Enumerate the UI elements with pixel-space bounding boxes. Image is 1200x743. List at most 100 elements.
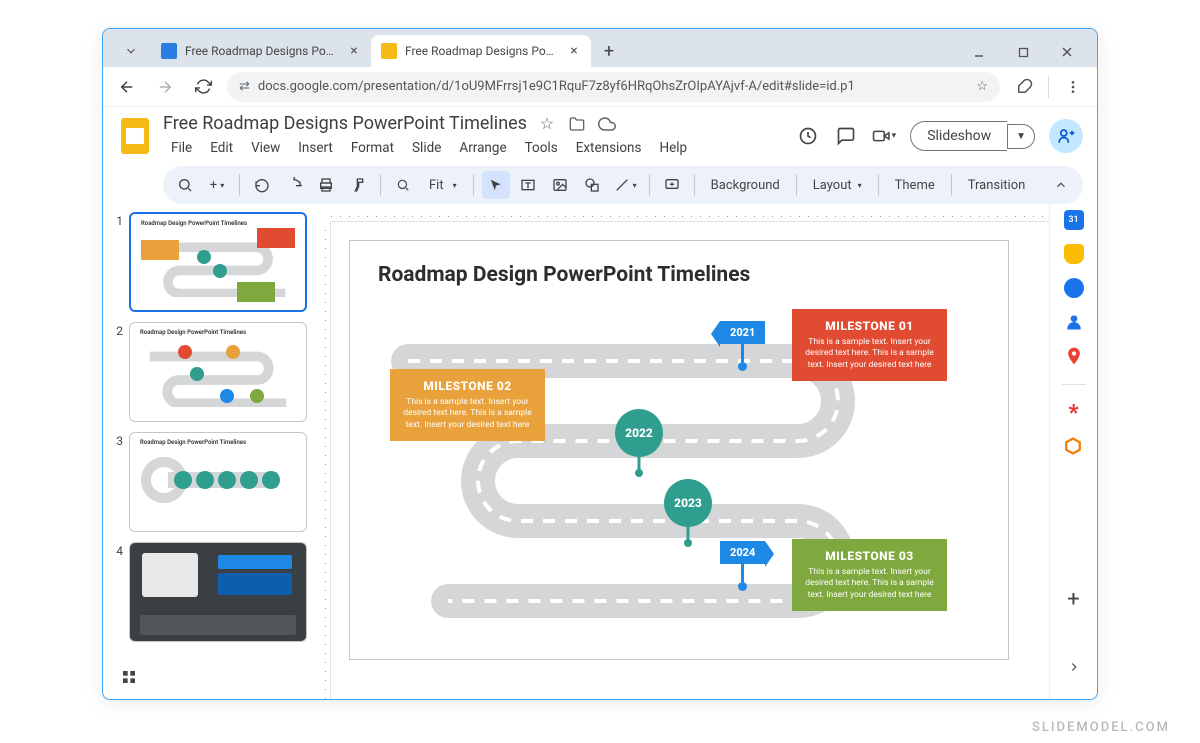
side-panel: 31 * + (1049, 204, 1097, 699)
comment-tool[interactable] (658, 171, 686, 199)
slideshow-dropdown[interactable]: ▼ (1007, 124, 1035, 149)
slides-header: Free Roadmap Designs PowerPoint Timeline… (103, 107, 1097, 160)
menu-tools[interactable]: Tools (517, 136, 566, 160)
zoom-level[interactable]: Fit▾ (421, 171, 465, 199)
search-menus-icon[interactable] (171, 171, 199, 199)
cloud-status-icon[interactable] (597, 114, 617, 134)
canvas-area: Roadmap Design PowerPoint Timelines MILE… (313, 204, 1049, 699)
url-text: docs.google.com/presentation/d/1oU9MFrrs… (258, 79, 855, 94)
slide-thumbnail-3[interactable]: Roadmap Design PowerPoint Timelines (129, 432, 307, 532)
tab-title: Free Roadmap Designs PowerP (405, 44, 559, 58)
slide-title: Roadmap Design PowerPoint Timelines (378, 263, 980, 287)
milestone-01: MILESTONE 01 This is a sample text. Inse… (792, 309, 947, 381)
site-info-icon[interactable]: ⇄ (239, 79, 250, 94)
slide-thumbnail-2[interactable]: Roadmap Design PowerPoint Timelines (129, 322, 307, 422)
workspace: 1 Roadmap Design PowerPoint Timelines 2 … (103, 204, 1097, 699)
favicon-icon (161, 43, 177, 59)
shape-tool[interactable] (578, 171, 606, 199)
menu-edit[interactable]: Edit (202, 136, 241, 160)
vertical-ruler (313, 222, 331, 699)
slide-stage[interactable]: Roadmap Design PowerPoint Timelines MILE… (331, 222, 1049, 699)
document-title[interactable]: Free Roadmap Designs PowerPoint Timeline… (163, 113, 527, 134)
calendar-icon[interactable]: 31 (1064, 210, 1084, 230)
milestone-03: MILESTONE 03 This is a sample text. Inse… (792, 539, 947, 611)
browser-tab-1[interactable]: Free Roadmap Designs PowerP × (371, 35, 591, 67)
transition-button[interactable]: Transition (960, 171, 1034, 199)
menu-file[interactable]: File (163, 136, 200, 160)
grid-view-icon[interactable] (117, 665, 141, 689)
menu-icon[interactable] (1059, 73, 1087, 101)
new-slide-button[interactable]: +▾ (203, 171, 231, 199)
tab-strip: Free Roadmap Designs PowerP × Free Roadm… (103, 29, 1097, 67)
favicon-icon (381, 43, 397, 59)
year-circle-2023: 2023 (664, 479, 712, 527)
watermark: SLIDEMODEL.COM (1032, 720, 1170, 735)
slides-logo-icon[interactable] (117, 113, 153, 159)
milestone-02: MILESTONE 02 This is a sample text. Inse… (390, 369, 545, 441)
select-tool[interactable] (482, 171, 510, 199)
comments-icon[interactable] (834, 124, 858, 148)
slideshow-button[interactable]: Slideshow ▼ (910, 121, 1035, 151)
line-tool[interactable]: ▾ (610, 171, 641, 199)
maps-icon[interactable] (1064, 346, 1084, 366)
image-tool[interactable] (546, 171, 574, 199)
undo-button[interactable] (248, 171, 276, 199)
year-pin-2021: 2021 (720, 321, 765, 371)
menu-view[interactable]: View (243, 136, 288, 160)
move-icon[interactable] (567, 114, 587, 134)
contacts-icon[interactable] (1064, 312, 1084, 332)
layout-button[interactable]: Layout▾ (805, 171, 870, 199)
menu-arrange[interactable]: Arrange (451, 136, 514, 160)
address-bar: ⇄ docs.google.com/presentation/d/1oU9MFr… (103, 67, 1097, 107)
collapse-toolbar-icon[interactable] (1047, 171, 1075, 199)
addon-1-icon[interactable]: * (1064, 403, 1084, 423)
thumbnail-number: 2 (109, 322, 123, 338)
slide-canvas[interactable]: Roadmap Design PowerPoint Timelines MILE… (349, 240, 1009, 660)
close-icon[interactable]: × (347, 44, 361, 58)
star-icon[interactable]: ☆ (976, 79, 988, 94)
back-button[interactable] (113, 73, 141, 101)
new-tab-button[interactable]: + (595, 37, 623, 65)
thumbnail-panel: 1 Roadmap Design PowerPoint Timelines 2 … (103, 204, 313, 699)
textbox-tool[interactable] (514, 171, 542, 199)
history-icon[interactable] (796, 124, 820, 148)
thumbnail-number: 3 (109, 432, 123, 448)
forward-button[interactable] (151, 73, 179, 101)
redo-button[interactable] (280, 171, 308, 199)
extensions-icon[interactable] (1010, 73, 1038, 101)
close-button[interactable] (1045, 37, 1089, 67)
minimize-button[interactable] (957, 37, 1001, 67)
addon-2-icon[interactable] (1064, 437, 1084, 457)
paint-format-button[interactable] (344, 171, 372, 199)
get-addons-button[interactable]: + (1064, 589, 1084, 609)
keep-icon[interactable] (1064, 244, 1084, 264)
url-input[interactable]: ⇄ docs.google.com/presentation/d/1oU9MFr… (227, 72, 1000, 102)
year-pin-2024: 2024 (720, 541, 765, 591)
maximize-button[interactable] (1001, 37, 1045, 67)
menu-help[interactable]: Help (651, 136, 695, 160)
zoom-button[interactable] (389, 171, 417, 199)
browser-tab-0[interactable]: Free Roadmap Designs PowerP × (151, 35, 371, 67)
theme-button[interactable]: Theme (887, 171, 943, 199)
reload-button[interactable] (189, 73, 217, 101)
hide-sidepanel-icon[interactable] (1064, 657, 1084, 677)
close-icon[interactable]: × (567, 44, 581, 58)
background-button[interactable]: Background (703, 171, 788, 199)
menu-slide[interactable]: Slide (404, 136, 449, 160)
print-button[interactable] (312, 171, 340, 199)
year-circle-2022: 2022 (615, 409, 663, 457)
tab-search-icon[interactable] (111, 35, 151, 67)
menu-extensions[interactable]: Extensions (568, 136, 650, 160)
slide-thumbnail-4[interactable] (129, 542, 307, 642)
thumbnail-number: 1 (109, 212, 123, 228)
menu-insert[interactable]: Insert (290, 136, 341, 160)
slide-thumbnail-1[interactable]: Roadmap Design PowerPoint Timelines (129, 212, 307, 312)
meet-icon[interactable]: ▾ (872, 124, 896, 148)
window-controls (957, 37, 1089, 67)
menu-format[interactable]: Format (343, 136, 402, 160)
tasks-icon[interactable] (1064, 278, 1084, 298)
share-button[interactable] (1049, 119, 1083, 153)
thumbnail-number: 4 (109, 542, 123, 558)
menu-bar: File Edit View Insert Format Slide Arran… (163, 136, 786, 160)
star-outline-icon[interactable]: ☆ (537, 114, 557, 134)
